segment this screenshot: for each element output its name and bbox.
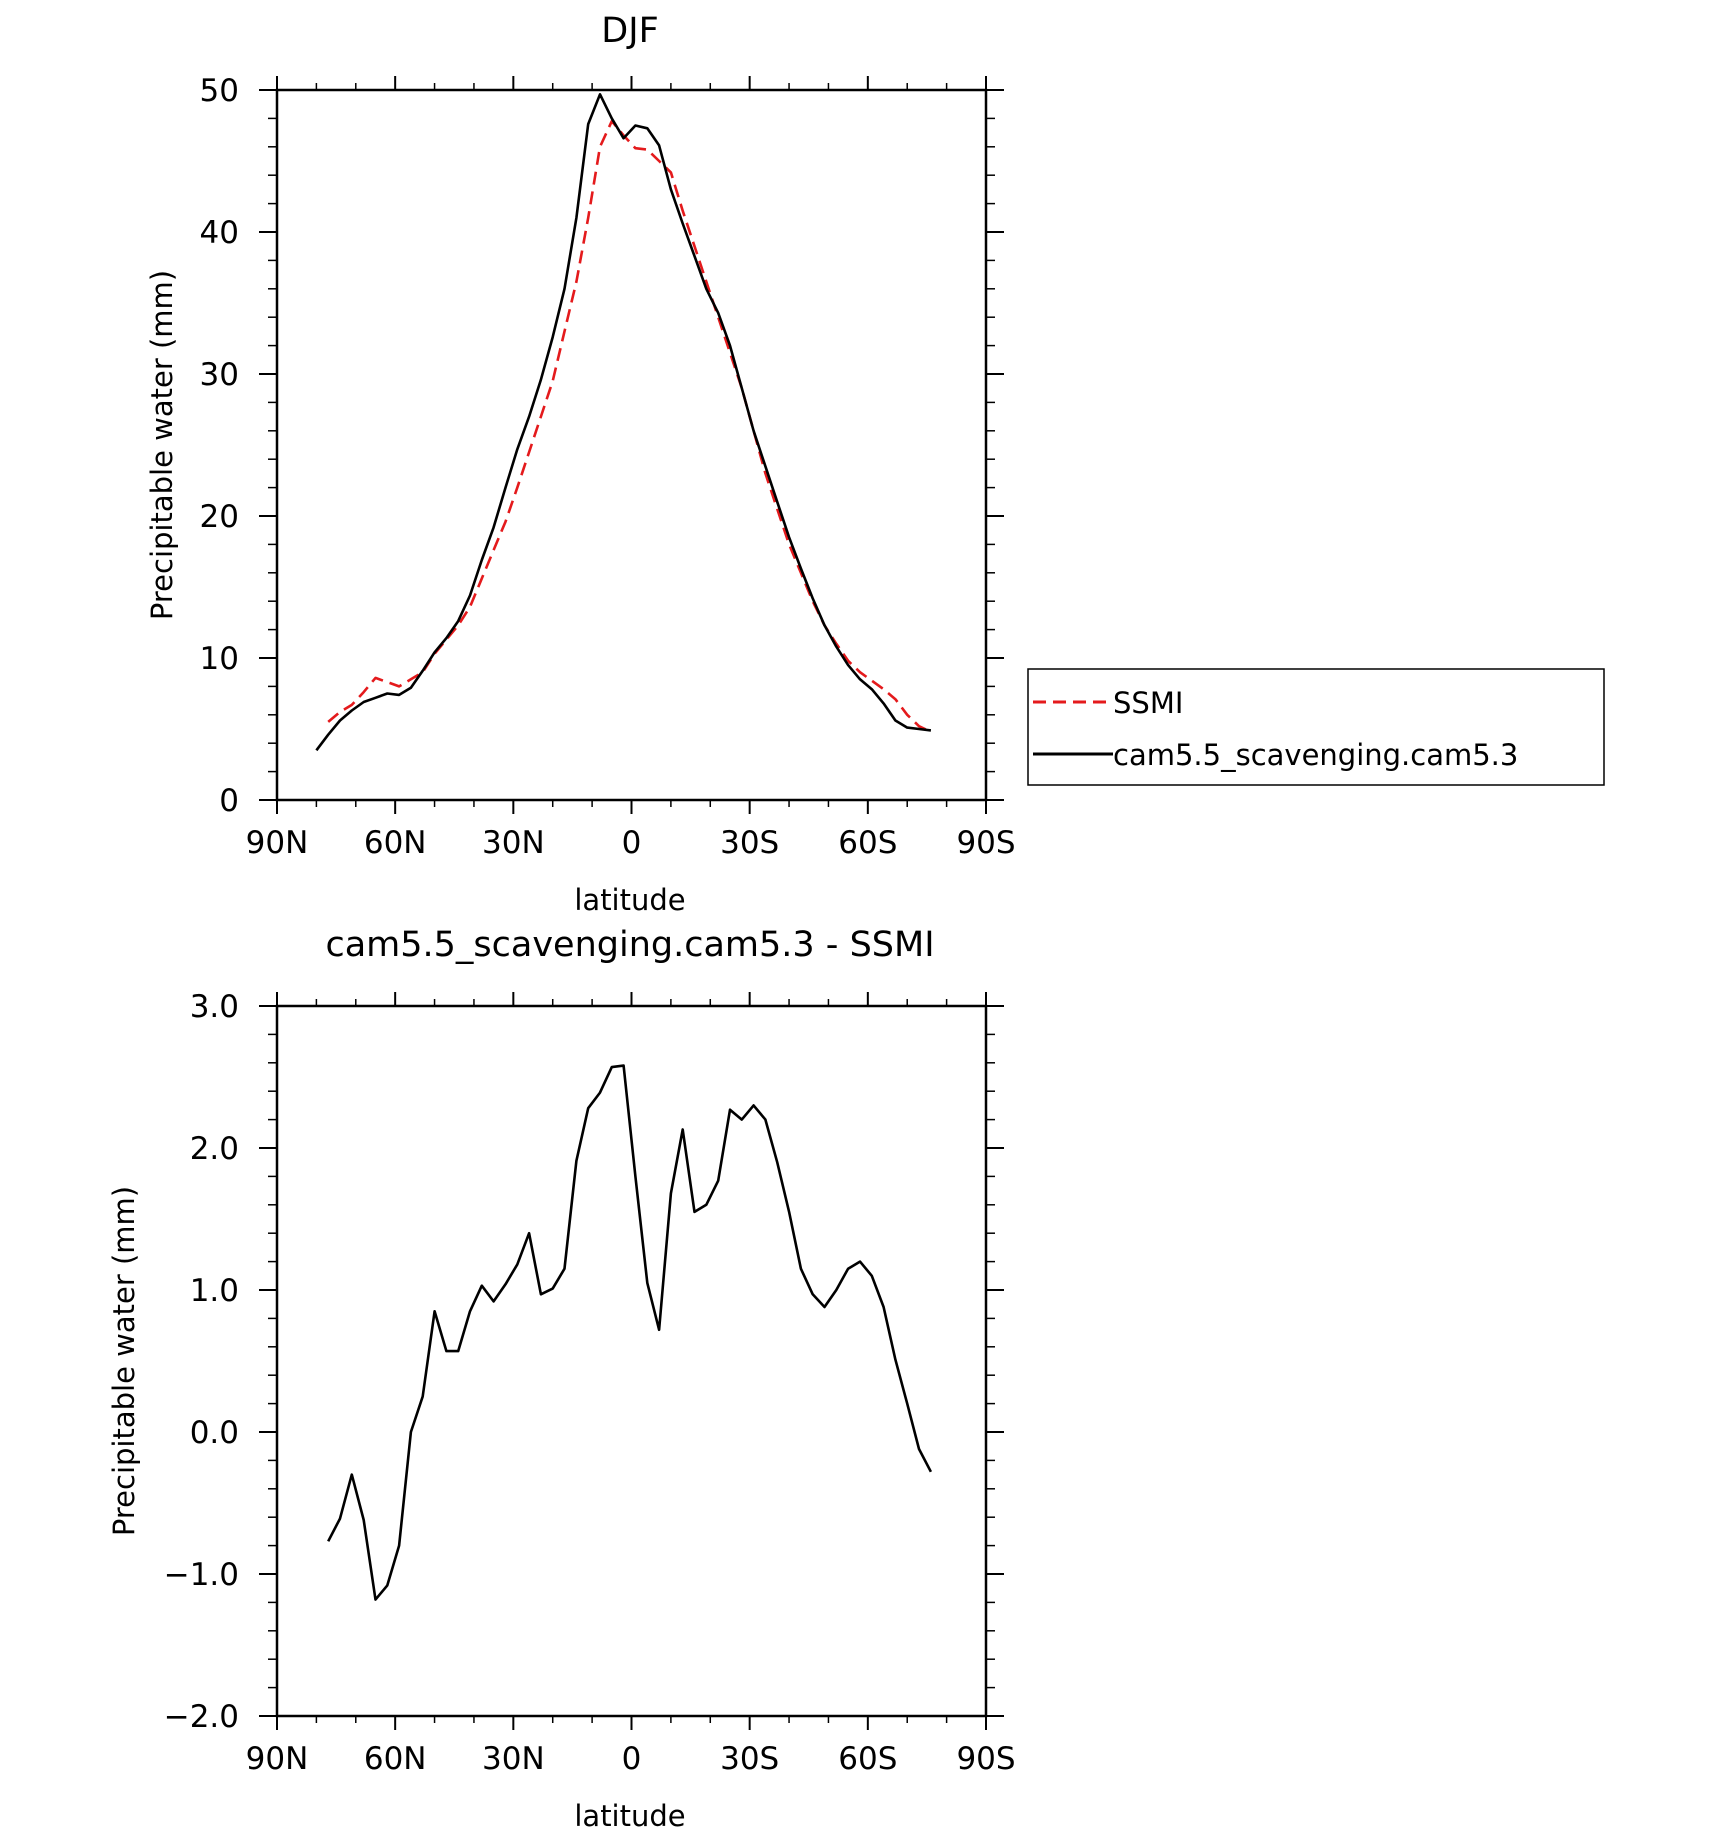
x-tick-label: 90S <box>956 825 1015 861</box>
y-tick-label: 20 <box>200 499 239 535</box>
x-tick-label: 60N <box>364 1741 427 1777</box>
x-tick-label: 60S <box>838 825 897 861</box>
legend: SSMI cam5.5_scavenging.cam5.3 <box>1027 668 1605 786</box>
x-tick-label: 30N <box>482 825 545 861</box>
x-tick-label: 30S <box>720 825 779 861</box>
y-tick-label: 10 <box>200 641 239 677</box>
tick-labels: 90N 60N 30N 0 30S 60S 90S 0 10 20 30 40 50 <box>200 73 1016 861</box>
chart-title: cam5.5_scavenging.cam5.3 - SSMI <box>325 925 934 965</box>
series-line-cam5-5-scavenging-cam5-3 <box>315 93 932 752</box>
legend-label-ssmi: SSMI <box>1113 686 1183 720</box>
series-line-ssmi <box>327 119 932 733</box>
x-tick-label: 90N <box>246 1741 309 1777</box>
plot-frame <box>275 1004 988 1718</box>
y-tick-label: 50 <box>200 73 239 109</box>
chart-title: DJF <box>601 11 658 51</box>
x-tick-label: 0 <box>622 1741 642 1777</box>
series-layer <box>327 1064 933 1601</box>
tick-labels: 90N 60N 30N 0 30S 60S 90S −2.0 −1.0 0.0 1.0 2.0 3.0 <box>164 989 1016 1777</box>
x-tick-label: 90N <box>246 825 309 861</box>
y-tick-label: −1.0 <box>164 1557 239 1593</box>
axis-ticks <box>259 992 1004 1730</box>
x-tick-label: 90S <box>956 1741 1015 1777</box>
y-tick-label: 3.0 <box>190 989 239 1025</box>
y-tick-label: 0 <box>219 783 239 819</box>
y-tick-label: 0.0 <box>190 1415 239 1451</box>
x-tick-label: 0 <box>622 825 642 861</box>
x-tick-label: 60S <box>838 1741 897 1777</box>
x-axis-label: latitude <box>574 1799 685 1833</box>
series-line-difference <box>327 1064 933 1601</box>
x-tick-label: 30N <box>482 1741 545 1777</box>
x-axis-label: latitude <box>574 883 685 917</box>
y-tick-label: −2.0 <box>164 1699 239 1735</box>
chart-djf: DJF 90N 60N 30N 0 30S 60S 90S 0 10 20 30 40 50 latit… <box>145 11 1605 917</box>
chart-difference: cam5.5_scavenging.cam5.3 - SSMI 90N 60N 30… <box>107 925 1016 1833</box>
y-tick-label: 1.0 <box>190 1273 239 1309</box>
plot-frame <box>275 88 988 802</box>
legend-box <box>1027 668 1605 786</box>
axis-ticks <box>259 76 1004 814</box>
legend-label-model: cam5.5_scavenging.cam5.3 <box>1113 738 1518 772</box>
y-tick-label: 30 <box>200 357 239 393</box>
y-axis-label: Precipitable water (mm) <box>107 1186 141 1536</box>
y-axis-label: Precipitable water (mm) <box>145 270 179 620</box>
x-tick-label: 30S <box>720 1741 779 1777</box>
y-tick-label: 40 <box>200 215 239 251</box>
series-layer <box>315 93 932 752</box>
x-tick-label: 60N <box>364 825 427 861</box>
y-tick-label: 2.0 <box>190 1131 239 1167</box>
